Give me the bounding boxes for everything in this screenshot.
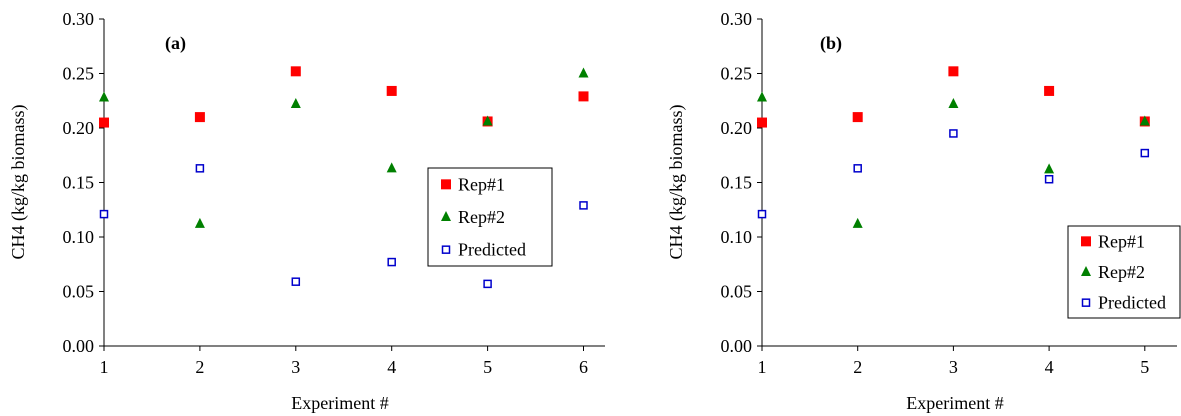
x-axis-title: Experiment # (291, 393, 388, 413)
y-tick-label: 0.00 (721, 336, 753, 356)
series-rep-2 (757, 91, 1150, 228)
legend-label: Predicted (458, 240, 526, 260)
data-point (1139, 115, 1150, 126)
data-point (949, 129, 958, 138)
data-point (757, 209, 767, 219)
legend-marker (441, 245, 451, 254)
y-tick-label: 0.00 (63, 336, 95, 356)
y-tick-label: 0.15 (63, 173, 95, 193)
x-axis-title: Experiment # (906, 393, 1003, 413)
data-point (290, 98, 301, 109)
y-tick-label: 0.20 (63, 118, 95, 138)
y-tick-label: 0.15 (721, 173, 753, 193)
legend-marker (1081, 266, 1091, 276)
data-point (1044, 174, 1054, 184)
legend-label: Rep#2 (1098, 262, 1145, 282)
data-point (757, 117, 767, 128)
legend-marker (441, 211, 451, 221)
data-point (482, 115, 493, 126)
legend-label: Rep#1 (458, 174, 505, 194)
data-point (578, 91, 589, 102)
x-tick-label: 3 (949, 357, 958, 377)
data-point (386, 85, 397, 96)
data-point (853, 164, 862, 173)
x-tick-label: 4 (387, 357, 396, 377)
series-rep-2 (99, 67, 589, 228)
x-tick-label: 2 (853, 357, 862, 377)
panel-b: 0.00 0.05 0.10 0.15 0.20 0.25 0.30 1 2 3 4 5 Experim… (666, 9, 1181, 413)
data-point (948, 98, 959, 109)
y-tick-label: 0.30 (721, 9, 753, 29)
y-axis-title: CH4 (kg/kg biomass) (8, 104, 29, 259)
legend: Rep#1 Rep#2 Predicted (427, 167, 553, 267)
x-tick-label: 6 (579, 357, 588, 377)
x-tick-label: 1 (100, 357, 109, 377)
data-point (195, 164, 205, 173)
data-point (387, 257, 396, 267)
data-point (386, 162, 397, 173)
legend-label: Rep#1 (1098, 231, 1145, 251)
panel-label: (a) (165, 33, 186, 54)
data-point (948, 66, 959, 77)
x-tick-label: 2 (195, 357, 204, 377)
data-point (194, 217, 205, 228)
series-predicted (99, 164, 588, 289)
panel-a: 0.00 0.05 0.10 0.15 0.20 0.25 0.30 1 2 3 4 5 6 Experi… (8, 9, 605, 413)
y-tick-label: 0.25 (721, 64, 753, 84)
data-point (290, 66, 301, 77)
y-tick-label: 0.20 (721, 118, 753, 138)
y-tick-label: 0.30 (63, 9, 95, 29)
legend: Rep#1 Rep#2 Predicted (1067, 225, 1181, 319)
y-axis-title: CH4 (kg/kg biomass) (666, 104, 687, 259)
y-tick-label: 0.05 (721, 282, 753, 302)
series-rep-1 (757, 66, 1150, 128)
data-point (757, 91, 767, 102)
x-tick-label: 5 (1140, 357, 1149, 377)
x-tick-label: 4 (1045, 357, 1054, 377)
data-point (1140, 148, 1150, 158)
x-tick-label: 5 (483, 357, 492, 377)
data-point (1044, 85, 1055, 96)
legend-marker (441, 179, 451, 190)
data-point (852, 112, 863, 123)
data-point (99, 91, 109, 102)
panel-label: (b) (820, 33, 842, 54)
series-predicted (757, 129, 1150, 219)
data-point (579, 201, 588, 210)
series-rep-1 (99, 66, 589, 128)
data-point (99, 209, 109, 219)
data-point (1044, 163, 1055, 174)
y-tick-label: 0.05 (63, 282, 95, 302)
y-tick-label: 0.25 (63, 64, 95, 84)
data-point (291, 277, 301, 286)
data-point (578, 67, 589, 78)
x-tick-label: 3 (291, 357, 300, 377)
data-point (194, 112, 205, 123)
data-point (483, 279, 492, 289)
legend-marker (1081, 298, 1091, 307)
x-tick-label: 1 (758, 357, 767, 377)
y-tick-label: 0.10 (721, 227, 753, 247)
data-point (852, 217, 863, 228)
data-point (99, 117, 109, 128)
legend-marker (1081, 236, 1091, 247)
legend-label: Rep#2 (458, 207, 505, 227)
legend-label: Predicted (1098, 293, 1166, 313)
y-tick-label: 0.10 (63, 227, 95, 247)
